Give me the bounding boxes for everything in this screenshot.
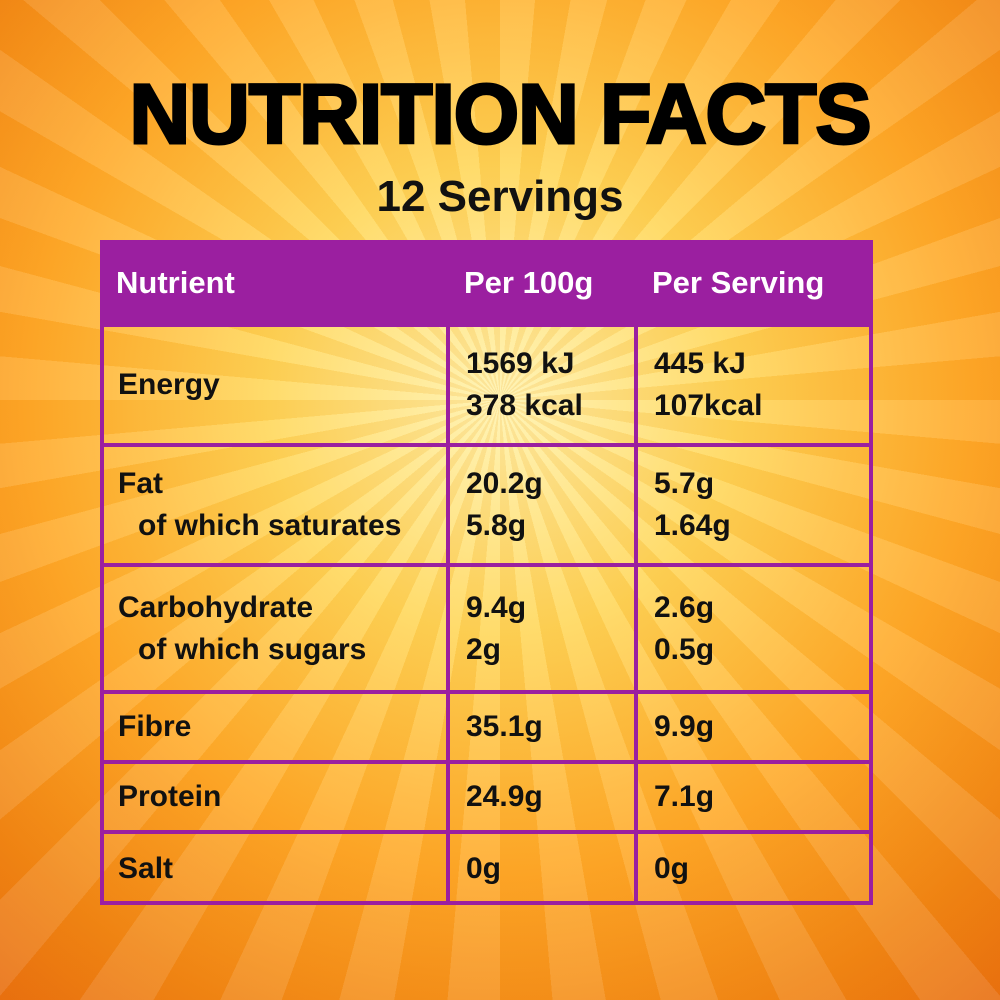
value-cell: 9.4g 2g: [448, 565, 636, 692]
title: NUTRITION FACTS: [128, 67, 873, 161]
nutrient-value: 2.6g: [654, 590, 715, 624]
value-cell: 9.9g: [636, 692, 873, 762]
nutrient-name: of which sugars: [138, 632, 367, 666]
nutrient-value: 5.8g: [466, 509, 527, 542]
nutrient-value: 2g: [466, 632, 502, 666]
column-header: Per Serving: [636, 240, 873, 325]
nutrient-value: 1.64g: [654, 509, 731, 542]
nutrient-cell: Salt: [100, 832, 448, 905]
nutrition-table: Nutrient Per 100g Per Serving Energy 1569 kJ…: [100, 240, 873, 905]
nutrient-value: 24.9g: [466, 780, 543, 813]
nutrient-name: of which saturates: [138, 509, 402, 542]
nutrient-name: Fibre: [118, 710, 192, 743]
subtitle: 12 Servings: [376, 172, 624, 221]
nutrient-name: Protein: [118, 780, 222, 813]
value-cell: 0g: [448, 832, 636, 905]
nutrient-value: 5.7g: [654, 467, 715, 500]
nutrient-value: 7.1g: [654, 780, 715, 813]
nutrient-value: 378 kcal: [466, 389, 583, 422]
header-text: Nutrient: [116, 264, 235, 300]
nutrient-value: 35.1g: [466, 710, 543, 743]
nutrient-cell: Carbohydrate of which sugars: [100, 565, 448, 692]
value-cell: 5.7g 1.64g: [636, 445, 873, 565]
nutrient-name: Salt: [118, 851, 174, 885]
nutrient-name: Carbohydrate: [118, 590, 314, 624]
column-header: Nutrient: [100, 240, 448, 325]
header-text: Per Serving: [652, 264, 825, 300]
nutrient-name: Energy: [118, 368, 220, 401]
value-cell: 445 kJ 107kcal: [636, 325, 873, 445]
nutrient-cell: Fat of which saturates: [100, 445, 448, 565]
nutrient-value: 0.5g: [654, 632, 715, 666]
value-cell: 1569 kJ 378 kcal: [448, 325, 636, 445]
nutrient-value: 0g: [654, 851, 690, 885]
value-cell: 7.1g: [636, 762, 873, 832]
column-header: Per 100g: [448, 240, 636, 325]
value-cell: 20.2g 5.8g: [448, 445, 636, 565]
header-text: Per 100g: [464, 264, 594, 300]
nutrient-cell: Protein: [100, 762, 448, 832]
nutrient-cell: Energy: [100, 325, 448, 445]
nutrient-value: 0g: [466, 851, 502, 885]
nutrient-value: 9.4g: [466, 590, 527, 624]
nutrient-value: 20.2g: [466, 467, 543, 500]
value-cell: 0g: [636, 832, 873, 905]
value-cell: 35.1g: [448, 692, 636, 762]
nutrient-value: 445 kJ: [654, 347, 746, 380]
value-cell: 2.6g 0.5g: [636, 565, 873, 692]
nutrient-value: 1569 kJ: [466, 347, 575, 380]
nutrient-name: Fat: [118, 467, 163, 500]
nutrient-cell: Fibre: [100, 692, 448, 762]
nutrient-value: 107kcal: [654, 389, 763, 422]
nutrient-value: 9.9g: [654, 710, 715, 743]
value-cell: 24.9g: [448, 762, 636, 832]
